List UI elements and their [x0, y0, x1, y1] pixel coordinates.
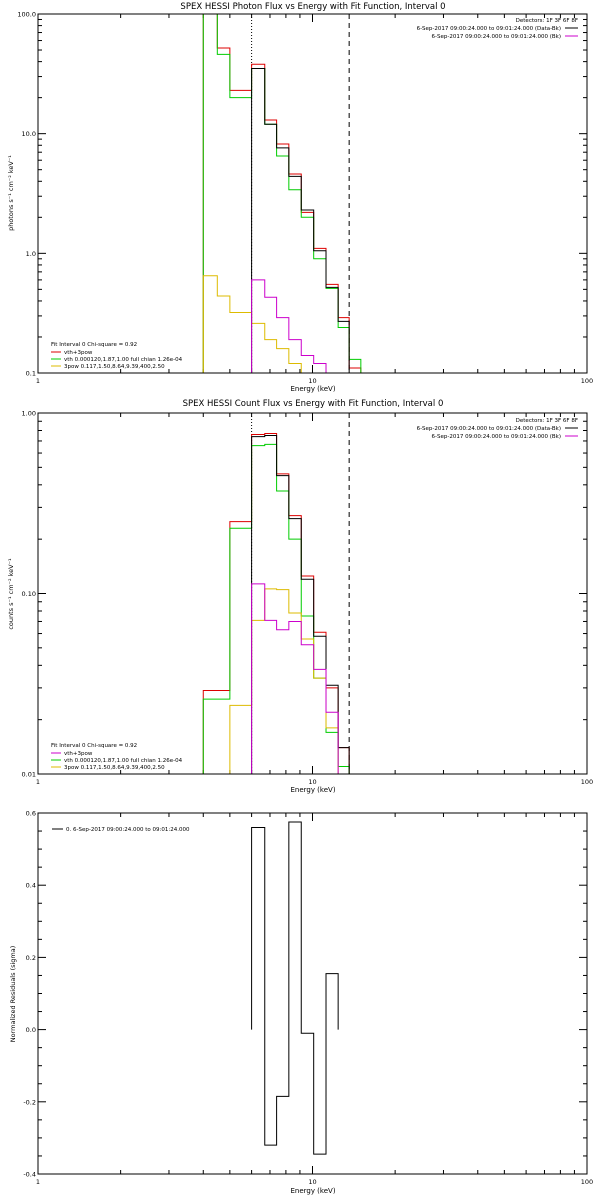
- y-tick-label: 0.1: [26, 370, 36, 378]
- y-tick-label: -0.2: [23, 1098, 36, 1106]
- y-axis-label: counts s⁻¹ cm⁻² keV⁻¹: [7, 558, 15, 630]
- axis-ticks: [37, 413, 587, 775]
- y-tick-labels: 0.1 1.0 10.0 100.0: [17, 11, 36, 378]
- legend-fit-header: Fit Interval 0 Chi-square = 0.92: [51, 342, 137, 348]
- y-tick-label: -0.4: [23, 1171, 36, 1179]
- x-tick-label: 10: [308, 377, 316, 385]
- y-axis-label: photons s⁻¹ cm⁻² keV⁻¹: [7, 155, 15, 231]
- series-line-0: [251, 821, 339, 1155]
- y-tick-label: 0.2: [26, 954, 36, 962]
- plot-frame: [37, 412, 588, 775]
- y-tick-label: 1.00: [22, 410, 36, 418]
- legend-bk: 6-Sep-2017 09:00:24.000 to 09:01:24.000 …: [432, 34, 562, 40]
- photon-flux-panel: SPEX HESSI Photon Flux vs Energy with Fi…: [7, 2, 593, 393]
- y-tick-label: 10.0: [22, 130, 36, 138]
- y-tick-label: 0.0: [26, 1026, 36, 1034]
- y-tick-label: 0.6: [26, 810, 36, 818]
- x-axis-label: Energy (keV): [290, 385, 335, 393]
- axis-ticks: [37, 14, 587, 374]
- y-tick-labels: -0.4 -0.2 0.0 0.2 0.4 0.6: [23, 810, 36, 1179]
- chart-title: SPEX HESSI Photon Flux vs Energy with Fi…: [180, 2, 445, 12]
- series-lines: [202, 13, 362, 374]
- series-line-3: [251, 68, 361, 374]
- series-line-4: [251, 279, 350, 374]
- x-tick-labels: 1 10 100: [36, 778, 593, 786]
- series-line-0: [202, 13, 362, 373]
- x-axis-label: Energy (keV): [290, 1187, 335, 1195]
- y-tick-labels: 0.01 0.10 1.00: [22, 410, 36, 779]
- x-tick-label: 100: [581, 1178, 593, 1186]
- y-tick-label: 100.0: [17, 11, 36, 19]
- reference-lines: [251, 413, 350, 774]
- series-line-1: [202, 13, 362, 373]
- count-flux-panel: SPEX HESSI Count Flux vs Energy with Fit…: [7, 399, 593, 794]
- legend-fit-header: Fit Interval 0 Chi-square = 0.92: [51, 743, 137, 749]
- reference-lines: [251, 14, 350, 373]
- legend-series-2-label: 3pow 0.117,1.50,8.64,9.39,400,2.50: [64, 364, 165, 370]
- x-tick-label: 10: [308, 778, 316, 786]
- series-line-2: [202, 275, 350, 374]
- y-tick-label: 0.4: [26, 882, 36, 890]
- y-tick-label: 0.01: [22, 771, 36, 779]
- legend-series-0-label: vth+3pow: [64, 350, 93, 356]
- plot-frame: [37, 812, 588, 1175]
- series-lines: [202, 432, 350, 775]
- series-line-1: [202, 443, 350, 774]
- legend-series-0-label: vth+3pow: [64, 751, 93, 757]
- legend-series-2-label: 3pow 0.117,1.50,8.64,9.39,400,2.50: [64, 765, 165, 771]
- x-tick-label: 1: [36, 1178, 40, 1186]
- series-line-3: [251, 435, 350, 774]
- x-tick-label: 100: [581, 778, 593, 786]
- series-line-4: [251, 583, 339, 774]
- legend-series-1-label: vth 0.000120,1.87,1.00 full chian 1.26e-…: [64, 758, 183, 764]
- legend-detectors: Detectors: 1F 3F 6F 8F: [516, 18, 578, 24]
- y-axis-label: Normalized Residuals (sigma): [9, 946, 17, 1043]
- legend-detectors: Detectors: 1F 3F 6F 8F: [516, 418, 578, 424]
- x-tick-label: 10: [308, 1178, 316, 1186]
- legend-data-bk: 6-Sep-2017 09:00:24.000 to 09:01:24.000 …: [417, 26, 561, 32]
- chart-title: SPEX HESSI Count Flux vs Energy with Fit…: [183, 399, 444, 409]
- series-line-2: [203, 588, 350, 775]
- y-tick-label: 0.10: [22, 590, 36, 598]
- x-tick-labels: 1 10 100: [36, 377, 593, 385]
- x-axis-label: Energy (keV): [290, 786, 335, 794]
- legend-series-0-label: 0. 6-Sep-2017 09:00:24.000 to 09:01:24.0…: [66, 827, 190, 833]
- y-tick-label: 1.0: [26, 250, 36, 258]
- plot-frame: [37, 13, 588, 374]
- x-tick-labels: 1 10 100: [36, 1178, 593, 1186]
- legend-data-bk: 6-Sep-2017 09:00:24.000 to 09:01:24.000 …: [417, 426, 561, 432]
- axis-ticks: [37, 812, 587, 1175]
- series-lines: [251, 821, 339, 1155]
- x-tick-label: 100: [581, 377, 593, 385]
- residuals-panel: -0.4 -0.2 0.0 0.2 0.4 0.6 1 10 100 Energy (keV)…: [9, 810, 593, 1196]
- legend-series-1-label: vth 0.000120,1.87,1.00 full chian 1.26e-…: [64, 357, 183, 363]
- x-tick-label: 1: [36, 377, 40, 385]
- x-tick-label: 1: [36, 778, 40, 786]
- legend-bk: 6-Sep-2017 09:00:24.000 to 09:01:24.000 …: [432, 434, 562, 440]
